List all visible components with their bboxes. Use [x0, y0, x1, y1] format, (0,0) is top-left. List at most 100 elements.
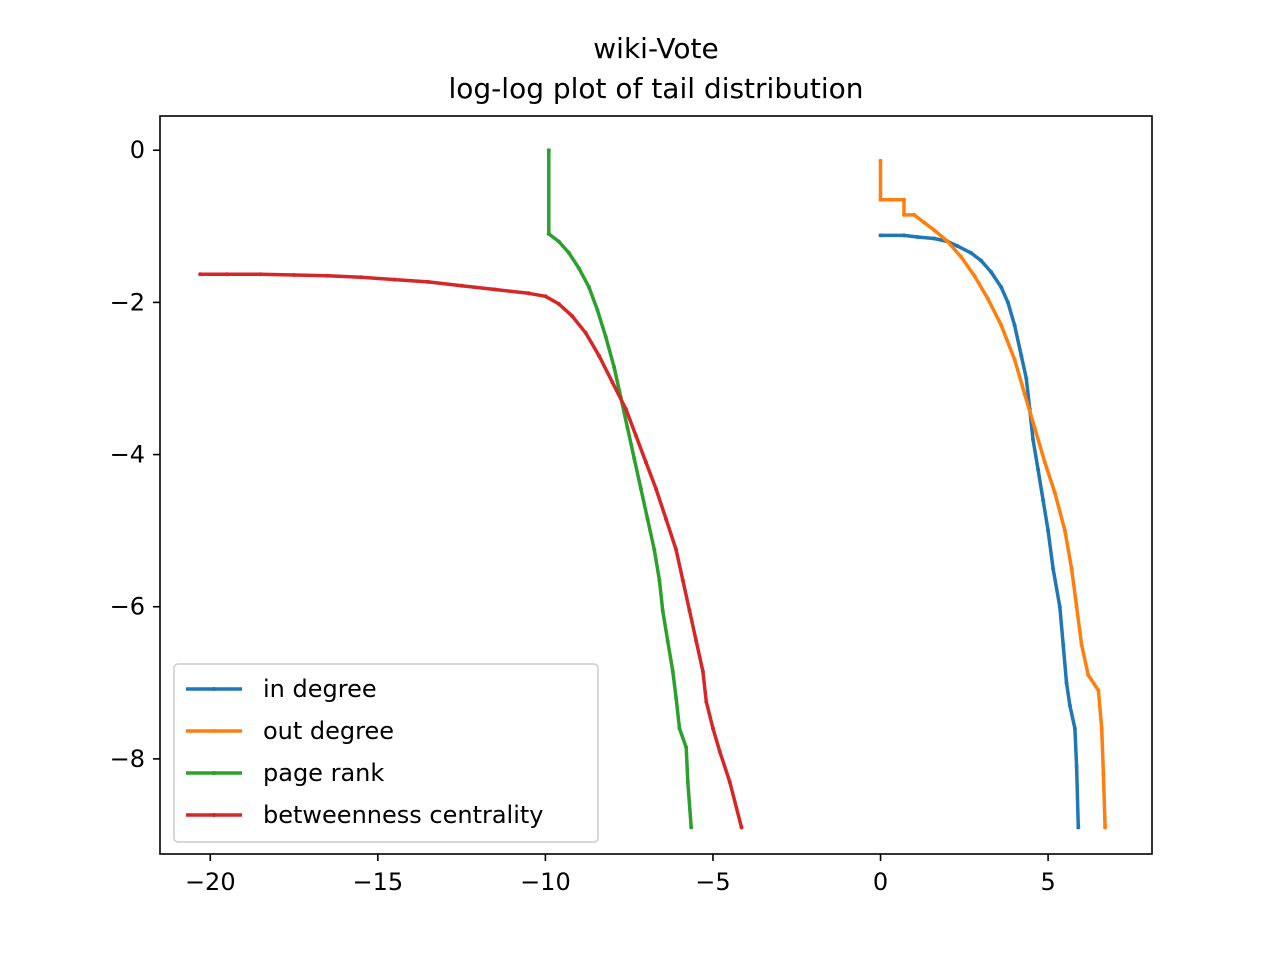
data-point	[660, 608, 665, 613]
data-point	[595, 308, 600, 312]
data-point	[727, 779, 732, 784]
data-point	[665, 639, 670, 643]
data-point	[912, 212, 917, 217]
data-point	[392, 277, 397, 282]
data-point	[878, 197, 883, 202]
data-point	[1022, 391, 1027, 396]
data-point	[999, 285, 1004, 290]
data-point	[1067, 703, 1072, 708]
plot-frame	[159, 115, 1153, 855]
data-point	[1062, 528, 1067, 533]
data-point	[654, 486, 658, 491]
data-point	[576, 266, 581, 271]
y-axis: 0 −2 −4 −6 −8	[110, 136, 160, 773]
data-point	[1101, 772, 1106, 777]
y-tick-label: 0	[130, 136, 145, 164]
data-point	[1103, 825, 1108, 830]
data-point	[985, 296, 990, 301]
data-point	[878, 158, 883, 163]
data-point	[902, 233, 906, 238]
y-tick-label: −2	[110, 288, 145, 316]
data-point	[711, 726, 715, 731]
data-point	[677, 726, 682, 731]
data-point	[1036, 467, 1041, 472]
data-point	[359, 275, 364, 280]
data-point	[1079, 642, 1084, 647]
data-point	[623, 406, 628, 411]
data-point	[989, 270, 994, 274]
data-point	[1031, 437, 1035, 442]
data-point	[632, 456, 637, 461]
data-point	[1042, 460, 1047, 465]
data-point	[566, 250, 571, 255]
data-point	[570, 314, 575, 319]
data-point	[717, 749, 722, 754]
data-point	[597, 353, 601, 358]
data-point	[689, 825, 694, 830]
legend-label: in degree	[263, 675, 377, 703]
y-tick-label: −4	[110, 441, 145, 469]
data-point	[1051, 566, 1056, 571]
series-line	[547, 148, 693, 830]
data-point	[674, 547, 679, 552]
data-point	[426, 279, 431, 284]
data-point	[680, 578, 685, 583]
data-point	[1024, 376, 1029, 381]
data-point	[225, 272, 229, 277]
data-point	[643, 460, 648, 465]
data-point	[543, 294, 548, 299]
data-point	[664, 517, 669, 522]
data-point	[902, 212, 906, 217]
series-layer	[198, 148, 1108, 830]
legend-marker	[212, 813, 216, 817]
data-point	[325, 273, 330, 278]
data-point	[603, 334, 608, 339]
legend-marker	[212, 687, 216, 691]
legend-box	[173, 663, 599, 843]
data-point	[1052, 490, 1057, 495]
x-tick-label: −20	[185, 868, 236, 896]
x-axis: −20 −15 −10 −5 0 5	[185, 854, 1056, 896]
series-3	[546, 148, 694, 830]
data-point	[1012, 323, 1017, 328]
data-point	[1099, 726, 1104, 731]
data-point	[674, 696, 679, 700]
x-tick-label: −15	[353, 868, 404, 896]
x-tick-label: −5	[695, 868, 730, 896]
legend-label: out degree	[263, 717, 394, 745]
data-point	[685, 779, 690, 784]
data-point	[684, 745, 689, 750]
data-point	[645, 517, 650, 522]
data-point	[915, 235, 920, 239]
data-point	[652, 547, 657, 552]
data-point	[1072, 726, 1077, 731]
y-tick-label: −8	[110, 745, 145, 773]
data-point	[700, 669, 705, 674]
data-point	[1074, 764, 1079, 769]
data-point	[1061, 642, 1066, 647]
legend-marker	[212, 771, 216, 775]
data-point	[583, 330, 588, 335]
data-point	[902, 197, 906, 202]
data-point	[493, 287, 498, 292]
x-tick-label: −10	[520, 868, 571, 896]
data-point	[1074, 604, 1079, 609]
data-point	[979, 258, 984, 263]
data-point	[1032, 425, 1037, 430]
data-point	[612, 365, 617, 370]
data-point	[932, 228, 937, 233]
data-point	[556, 301, 561, 306]
series-2	[878, 158, 1108, 830]
series-line	[878, 159, 1107, 830]
data-point	[1096, 688, 1101, 693]
data-point	[198, 272, 203, 277]
data-point	[625, 425, 630, 430]
data-point	[587, 285, 591, 290]
data-point	[526, 291, 531, 296]
data-point	[945, 239, 950, 244]
data-point	[878, 233, 883, 238]
data-point	[687, 608, 692, 613]
data-point	[546, 231, 551, 236]
data-point	[1005, 300, 1010, 305]
data-point	[999, 323, 1004, 328]
